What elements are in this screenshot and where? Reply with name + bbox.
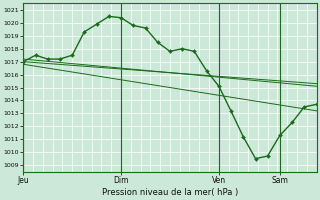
X-axis label: Pression niveau de la mer( hPa ): Pression niveau de la mer( hPa ) [102,188,238,197]
